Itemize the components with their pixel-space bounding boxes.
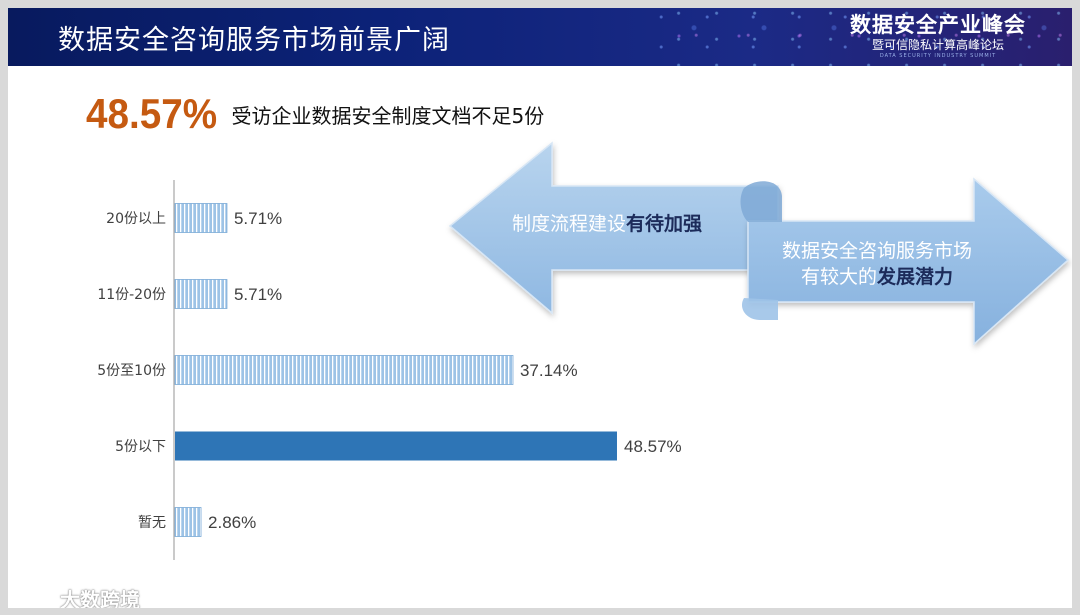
category-label: 20份以上 [106, 211, 166, 227]
data-label: 48.57% [624, 437, 682, 456]
right-arrow-text: 数据安全咨询服务市场 有较大的发展潜力 [768, 238, 986, 290]
bar [174, 507, 202, 537]
category-label: 11份-20份 [97, 287, 166, 303]
bar-chart: 20份以上 5.71% 11份-20份 5.71% 5份至10份 37.14% 5份以下 48… [97, 180, 682, 560]
brand-subtitle: 暨可信隐私计算高峰论坛 [871, 38, 1004, 52]
right-arrow-shape [747, 177, 1070, 346]
data-label: 37.14% [520, 361, 578, 380]
headline-percentage: 48.57% [86, 90, 218, 137]
bar [175, 431, 617, 461]
header-banner: 数据安全咨询服务市场前景广阔 数据安全产业峰会 暨可信隐私计算高峰论坛 DATA… [8, 8, 1072, 66]
brand-english: DATA SECURITY INDUSTRY SUMMIT [879, 53, 997, 59]
slide: 数据安全咨询服务市场前景广阔 数据安全产业峰会 暨可信隐私计算高峰论坛 DATA… [8, 8, 1072, 608]
arrow-curl [740, 181, 782, 222]
headline: 48.57% 受访企业数据安全制度文档不足5份 [86, 90, 544, 138]
data-label: 2.86% [208, 513, 256, 532]
category-label: 5份以下 [115, 439, 166, 455]
right-arrow-line2-bold: 发展潜力 [877, 266, 954, 288]
category-label: 暂无 [138, 515, 166, 531]
bar [174, 355, 514, 385]
left-arrow-bold: 有待加强 [626, 213, 703, 235]
right-arrow-line1: 数据安全咨询服务市场 [781, 240, 972, 262]
category-label: 5份至10份 [97, 363, 166, 379]
watermark-text: 大数跨境 [60, 588, 140, 608]
arrows-graphic [448, 141, 1070, 346]
left-arrow-prefix: 制度流程建设 [512, 213, 627, 235]
bar [174, 279, 228, 309]
page-title: 数据安全咨询服务市场前景广阔 [58, 25, 450, 56]
bar [174, 203, 228, 233]
brand-main-title: 数据安全产业峰会 [850, 13, 1026, 37]
left-arrow-text: 制度流程建设有待加强 [512, 211, 702, 237]
arrow-curl-bottom [741, 298, 778, 320]
right-arrow-line2: 有较大的发展潜力 [768, 264, 986, 290]
watermark: 大数跨境 [18, 584, 140, 608]
brand-logo-icon [18, 588, 56, 608]
data-label: 5.71% [234, 209, 282, 228]
data-label: 5.71% [234, 285, 282, 304]
right-arrow-line2-prefix: 有较大的 [800, 266, 877, 288]
header-decoration [652, 8, 1072, 66]
brand-logo: 数据安全产业峰会 暨可信隐私计算高峰论坛 DATA SECURITY INDUS… [850, 13, 1026, 60]
headline-text: 受访企业数据安全制度文档不足5份 [231, 103, 545, 128]
